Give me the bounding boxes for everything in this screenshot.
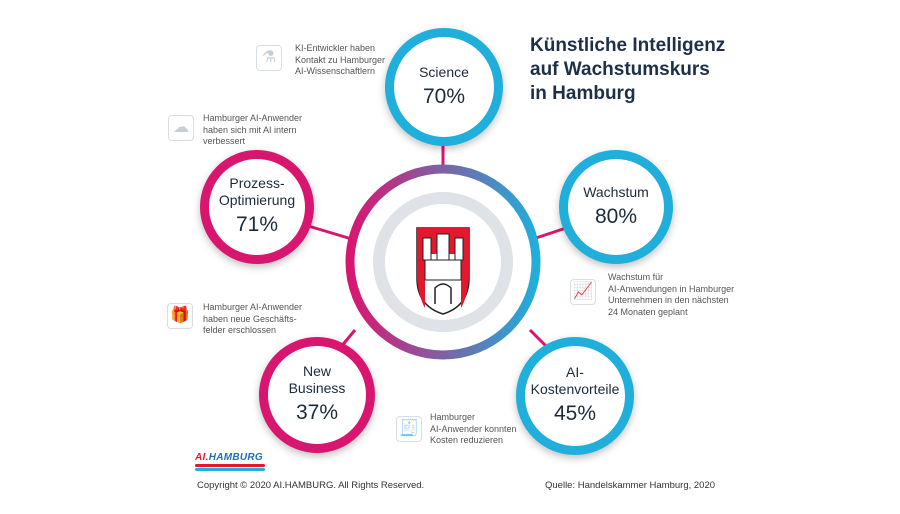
growth-chart-icon: 📈 — [570, 279, 596, 305]
note-line: haben neue Geschäfts- — [203, 313, 297, 324]
note-line: Hamburger — [430, 412, 476, 422]
title-line: in Hamburg — [530, 83, 636, 104]
note-line: Kosten reduzieren — [430, 435, 504, 445]
note-science: KI-Entwickler haben Kontakt zu Hamburger A… — [295, 43, 385, 78]
brain-circuit-icon: ☁ — [168, 115, 194, 141]
note-line: Unternehmen in den nächsten — [608, 295, 729, 305]
ai-hamburg-logo: AI.HAMBURG — [195, 452, 265, 471]
bubble-value: 71% — [235, 213, 279, 236]
title-line: auf Wachstumskurs — [530, 59, 710, 80]
note-line: felder erschlossen — [203, 325, 277, 335]
bubble-prozess-optimierung: Prozess- Optimierung 71% — [200, 150, 314, 264]
note-line: AI-Anwender konnten — [430, 423, 517, 434]
note-wachstum: Wachstum für AI-Anwendungen in Hamburger U… — [608, 272, 734, 318]
note-line: AI-Wissenschaftlern — [295, 66, 376, 76]
connector-prozess — [304, 223, 356, 242]
bubble-value: 45% — [553, 402, 597, 425]
note-line: haben sich mit AI intern — [203, 124, 297, 135]
bubble-label: Science — [419, 63, 469, 80]
copyright-text: Copyright © 2020 AI.HAMBURG. All Rights … — [197, 480, 425, 491]
bubble-label: AI- Kostenvorteile — [530, 364, 620, 397]
note-line: 24 Monaten geplant — [608, 306, 688, 317]
note-line: Kontakt zu Hamburger — [295, 54, 386, 65]
note-line: Wachstum für — [608, 272, 664, 282]
bubble-value: 37% — [295, 401, 339, 424]
page-title: Künstliche Intelligenz auf Wachstumskurs… — [530, 34, 725, 106]
hamburg-crest-icon — [416, 227, 470, 315]
dna-microscope-icon: ⚗ — [256, 45, 282, 71]
bubble-value: 80% — [594, 204, 638, 228]
bubble-new-business: New Business 37% — [259, 337, 375, 453]
title-line: Künstliche Intelligenz — [530, 35, 726, 56]
note-line: Hamburger AI-Anwender — [203, 302, 303, 312]
note-line: AI-Anwendungen in Hamburger — [608, 283, 735, 294]
bubble-wachstum: Wachstum 80% — [559, 150, 673, 264]
bubble-value: 70% — [422, 84, 466, 108]
bubble-label: New Business — [288, 363, 346, 396]
bubble-label: Prozess- Optimierung — [218, 175, 296, 208]
gift-box-icon: 🎁 — [167, 303, 193, 329]
note-line: Hamburger AI-Anwender — [203, 113, 303, 123]
note-line: verbessert — [203, 136, 246, 146]
source-text: Quelle: Handelskammer Hamburg, 2020 — [545, 480, 716, 491]
note-prozess: Hamburger AI-Anwender haben sich mit AI i… — [203, 113, 302, 148]
invoice-icon: 🧾 — [396, 416, 422, 442]
bubble-ai-kostenvorteile: AI- Kostenvorteile 45% — [516, 337, 634, 455]
note-new-business: Hamburger AI-Anwender haben neue Geschäft… — [203, 302, 302, 337]
bubble-label: Wachstum — [583, 183, 649, 200]
note-line: KI-Entwickler haben — [295, 43, 376, 53]
note-kosten: Hamburger AI-Anwender konnten Kosten reduz… — [430, 412, 517, 447]
bubble-science: Science 70% — [385, 28, 503, 146]
